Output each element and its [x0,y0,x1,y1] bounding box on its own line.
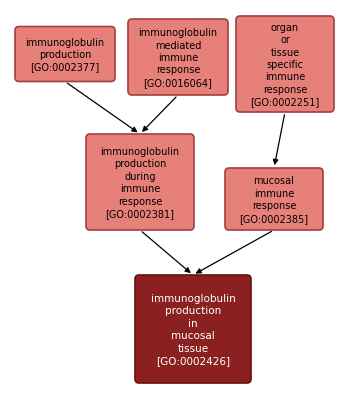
FancyBboxPatch shape [15,27,115,82]
FancyBboxPatch shape [135,275,251,383]
Text: immunoglobulin
mediated
immune
response
[GO:0016064]: immunoglobulin mediated immune response … [138,28,218,87]
FancyBboxPatch shape [225,168,323,231]
Text: organ
or
tissue
specific
immune
response
[GO:0002251]: organ or tissue specific immune response… [251,23,320,107]
FancyBboxPatch shape [236,17,334,113]
FancyBboxPatch shape [86,135,194,231]
Text: immunoglobulin
production
[GO:0002377]: immunoglobulin production [GO:0002377] [25,38,104,72]
FancyBboxPatch shape [128,20,228,96]
Text: mucosal
immune
response
[GO:0002385]: mucosal immune response [GO:0002385] [239,176,308,223]
Text: immunoglobulin
production
in
mucosal
tissue
[GO:0002426]: immunoglobulin production in mucosal tis… [151,293,235,365]
Text: immunoglobulin
production
during
immune
response
[GO:0002381]: immunoglobulin production during immune … [100,147,180,219]
